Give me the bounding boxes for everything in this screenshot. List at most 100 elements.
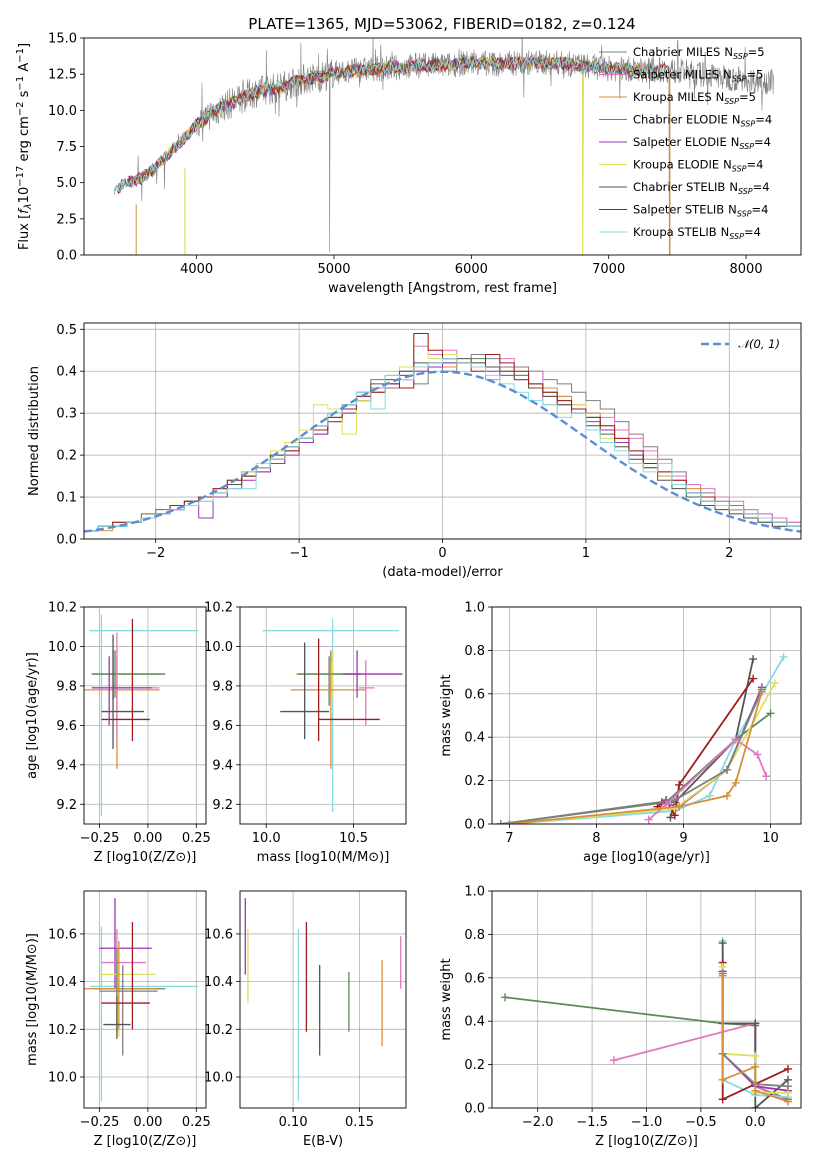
- figure-title: PLATE=1365, MJD=53062, FIBERID=0182, z=0…: [248, 15, 635, 33]
- legend-label-kroupa-miles: Kroupa MILES NSSP=5: [633, 90, 756, 106]
- y-tick-label: 10.2: [204, 601, 233, 616]
- series-point-kroupa-miles: [731, 778, 740, 787]
- legend-series-name: Kroupa ELODIE: [633, 158, 719, 172]
- x-tick-label: 10.0: [252, 831, 281, 846]
- legend-series-name: Chabrier STELIB: [633, 180, 725, 194]
- y-tick-label: 10.2: [204, 1023, 233, 1038]
- y-tick-label: 0.0: [56, 533, 77, 548]
- y-tick-label: 10.0: [204, 1071, 233, 1086]
- legend-ssp-count: 5: [756, 68, 763, 82]
- x-tick-label: 10.5: [339, 831, 368, 846]
- plot-area: [496, 652, 788, 824]
- legend-ssp-equals: =: [746, 68, 756, 82]
- y-tick-label: 1.0: [464, 601, 485, 616]
- legend-ssp-symbol: N: [723, 158, 732, 172]
- legend-label-normal: 𝒩(0, 1): [738, 337, 780, 351]
- axes-frame: [491, 890, 802, 1109]
- x-axis-label: age [log10(age/yr)]: [583, 850, 710, 865]
- legend-ssp-symbol: N: [732, 113, 741, 127]
- series-point-salpeter-miles: [609, 1056, 618, 1065]
- series-point-kroupa-stelib: [705, 791, 714, 800]
- y-tick-label: 9.6: [212, 719, 233, 734]
- legend-ssp-count: 4: [754, 225, 761, 239]
- axes-frame: [239, 606, 407, 825]
- series-point-chabrier-stelib: [751, 1104, 760, 1108]
- x-tick-label: 7000: [592, 262, 625, 277]
- legend-ssp-count: 4: [764, 135, 771, 149]
- x-tick-label: 0.00: [133, 831, 162, 846]
- y-axis-label-part: λ: [23, 203, 34, 210]
- legend-ssp-subscript: SSP: [740, 120, 755, 129]
- y-tick-label: 0.3: [56, 407, 77, 422]
- axes-frame: [83, 606, 207, 825]
- legend-series-name: Chabrier MILES: [633, 45, 720, 59]
- x-tick-label: 5000: [317, 262, 350, 277]
- y-tick-label: 10.2: [48, 1023, 77, 1038]
- y-tick-label: 10.4: [204, 975, 233, 990]
- y-tick-label: 12.5: [48, 68, 77, 83]
- legend-series-name: Kroupa STELIB: [633, 225, 717, 239]
- y-tick-label: 10.2: [48, 601, 77, 616]
- x-tick-label: 2: [725, 546, 733, 561]
- x-tick-label: 8000: [730, 262, 763, 277]
- x-tick-label: 4000: [180, 262, 213, 277]
- y-axis-label-part: −1: [15, 48, 26, 63]
- y-tick-label: 0.4: [56, 365, 77, 380]
- series-point-kroupa-miles: [718, 971, 727, 980]
- legend-ssp-count: 4: [761, 203, 768, 217]
- x-tick-label: −0.25: [80, 1115, 120, 1130]
- series-point-kroupa-miles: [751, 1086, 760, 1095]
- legend-series-name: Salpeter ELODIE: [633, 135, 727, 149]
- legend-label-salpeter-elodie: Salpeter ELODIE NSSP=4: [633, 135, 771, 151]
- plot-area: [244, 898, 402, 1101]
- age-vs-metallicity-panel: −0.25 0.00 0.25 9.2 9.4 9.6 9.8 10.0 10.2 Z [log1…: [25, 601, 211, 866]
- x-tick-label: −2: [146, 546, 165, 561]
- series-point-salpeter-miles: [731, 735, 740, 744]
- y-tick-label: 0.4: [464, 1015, 485, 1030]
- series-point-salpeter-stelib: [749, 674, 758, 683]
- y-tick-label: 1.0: [464, 885, 485, 900]
- series-point-kroupa-miles: [675, 802, 684, 811]
- mass-weight-vs-metallicity-panel: −2.0 −1.5 −1.0 −0.5 0.0 0.0 0.2 0.4 0.6 0.8 1.0 Z […: [439, 885, 802, 1149]
- mass-vs-ebv-panel: 0.10 0.15 10.0 10.2 10.4 10.6 E(B-V): [204, 890, 407, 1149]
- y-tick-label: 10.0: [48, 104, 77, 119]
- x-tick-label: −1: [290, 546, 309, 561]
- series-point-salpeter-miles: [762, 772, 771, 781]
- legend-ssp-subscript: SSP: [729, 232, 744, 241]
- series-point-kroupa-miles: [783, 1097, 792, 1106]
- y-tick-label: 9.4: [212, 758, 233, 773]
- series-point-chabrier-elodie: [766, 709, 775, 718]
- x-tick-label: 0.00: [133, 1115, 162, 1130]
- legend-ssp-subscript: SSP: [733, 52, 748, 61]
- legend-series-name: Kroupa MILES: [633, 90, 712, 104]
- y-axis-label-part: f: [17, 207, 32, 214]
- legend-ssp-symbol: N: [729, 180, 738, 194]
- series-point-kroupa-miles: [751, 1062, 760, 1071]
- legend-ssp-subscript: SSP: [737, 210, 752, 219]
- y-axis-label-part: A: [17, 63, 32, 76]
- normal-distribution-curve: [84, 370, 801, 533]
- y-tick-label: 0.8: [464, 644, 485, 659]
- series-point-kroupa-elodie: [751, 1051, 760, 1060]
- histogram-kroupa-stelib: [84, 358, 801, 532]
- legend-ssp-equals: =: [754, 135, 764, 149]
- legend-label-chabrier-miles: Chabrier MILES NSSP=5: [633, 45, 765, 61]
- y-tick-label: 10.0: [204, 640, 233, 655]
- legend-label-kroupa-stelib: Kroupa STELIB NSSP=4: [633, 225, 761, 241]
- x-tick-label: −0.5: [685, 1115, 717, 1130]
- y-tick-label: 9.8: [56, 679, 77, 694]
- x-tick-label: −1.0: [631, 1115, 663, 1130]
- series-point-chabrier-miles: [723, 765, 732, 774]
- y-tick-label: 10.0: [48, 640, 77, 655]
- y-axis-label: mass weight: [439, 958, 454, 1040]
- legend-label-chabrier-stelib: Chabrier STELIB NSSP=4: [633, 180, 770, 196]
- y-tick-label: 0.2: [56, 449, 77, 464]
- y-tick-label: 9.8: [212, 679, 233, 694]
- y-axis-label: Flux [fλ10−17 erg cm−2 s−1 A−1]: [15, 43, 34, 250]
- age-vs-mass-panel: 10.0 10.5 9.2 9.4 9.6 9.8 10.0 10.2 mass [log10(…: [204, 601, 407, 865]
- legend-ssp-symbol: N: [728, 203, 737, 217]
- series-point-chabrier-elodie: [501, 993, 510, 1002]
- legend-ssp-symbol: N: [721, 225, 730, 239]
- x-axis-label: Z [log10(Z/Z⊙)]: [94, 850, 197, 865]
